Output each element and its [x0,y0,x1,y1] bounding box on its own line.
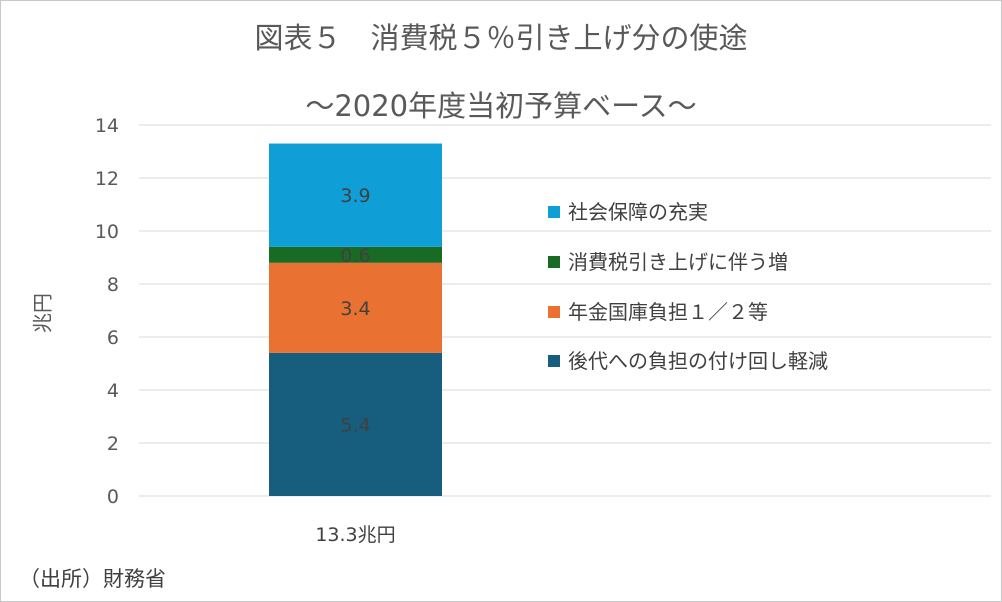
legend-label: 社会保障の充実 [568,200,708,224]
chart-title-line1: 図表５ 消費税５％引き上げ分の使途 [254,21,748,55]
y-tick-label: 6 [107,327,119,349]
y-tick-label: 14 [95,115,119,137]
y-tick-label: 4 [107,380,119,402]
legend-label: 年金国庫負担１／２等 [568,300,768,324]
bar-segment [269,352,442,496]
y-tick-label: 12 [95,168,119,190]
bar-segment [269,246,442,263]
legend-swatch [548,206,560,218]
y-axis-label: 兆円 [30,293,55,333]
data-label: 3.4 [340,298,370,320]
data-label: 5.4 [340,414,370,436]
bar-segment [269,262,442,353]
legend-label: 後代への負担の付け回し軽減 [568,349,828,373]
x-tick-label: 13.3兆円 [315,524,395,546]
data-label: 0.6 [340,245,370,267]
source-note: （出所）財務省 [19,567,166,591]
legend-swatch [548,306,560,318]
legend-swatch [548,256,560,268]
legend-swatch [548,355,560,367]
y-tick-label: 8 [107,274,119,296]
y-tick-label: 0 [107,486,119,508]
bar-segment [269,143,442,247]
y-tick-label: 10 [95,221,119,243]
y-tick-label: 2 [107,433,119,455]
legend-label: 消費税引き上げに伴う増 [568,250,788,274]
chart-title-line2: ～2020年度当初予算ベース～ [305,89,697,123]
data-label: 3.9 [340,185,370,207]
